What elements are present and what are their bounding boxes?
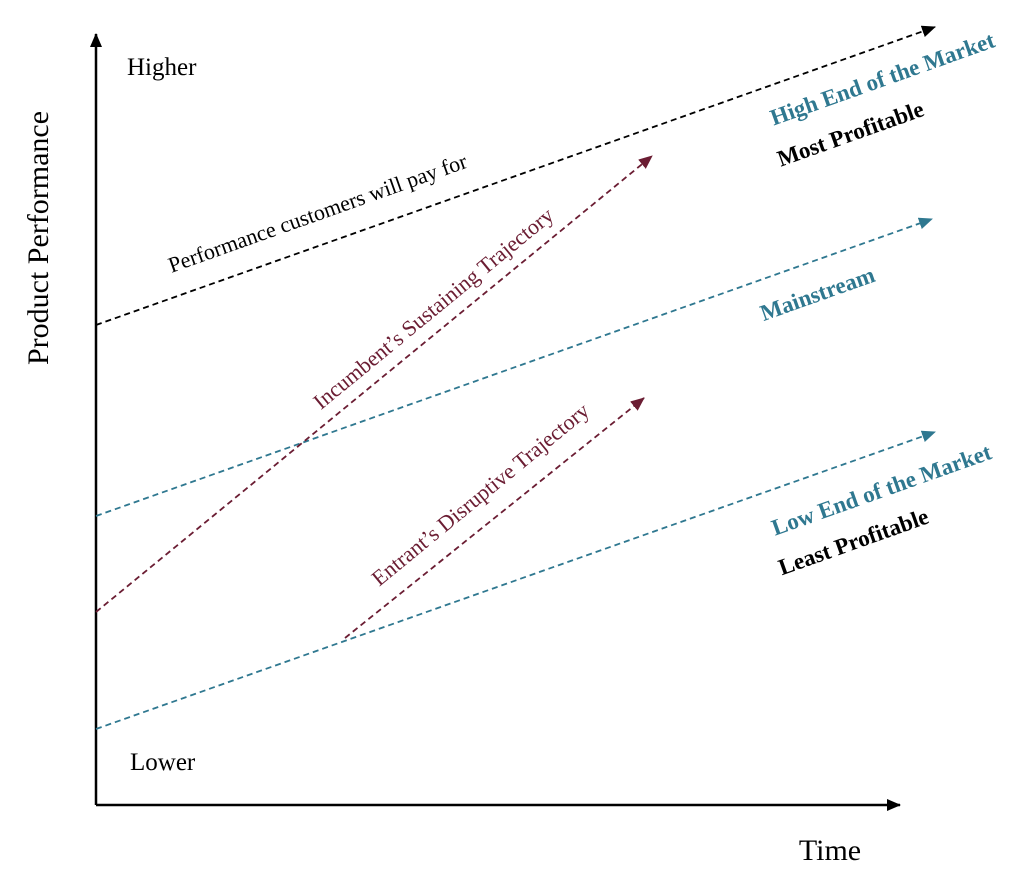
mainstream-label: Mainstream <box>757 262 878 326</box>
entrant-trajectory-line <box>344 397 645 639</box>
mainstream-line <box>95 217 933 517</box>
customer-demand-label: Performance customers will pay for <box>165 148 471 278</box>
incumbent-trajectory-line <box>95 155 653 613</box>
x-axis-title: Time <box>799 834 861 867</box>
y-axis-title: Product Performance <box>22 111 55 365</box>
incumbent-trajectory-label: Incumbent’s Sustaining Trajectory <box>308 202 558 414</box>
customer-demand-line <box>95 25 936 326</box>
y-high-label: Higher <box>127 54 197 81</box>
entrant-trajectory-label: Entrant’s Disruptive Trajectory <box>367 398 594 591</box>
low-end-line <box>95 430 936 730</box>
y-low-label: Lower <box>130 749 196 776</box>
